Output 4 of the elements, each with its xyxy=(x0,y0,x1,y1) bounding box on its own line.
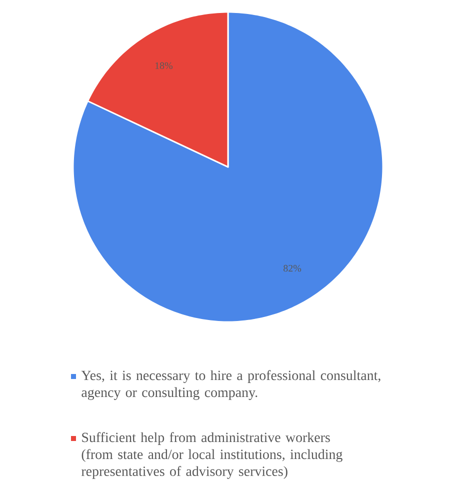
data-label: 82% xyxy=(284,264,302,272)
legend-label: Yes, it is necessary to hire a professional consultant, agency or consulting company. xyxy=(81,370,380,400)
data-label: 18% xyxy=(155,62,173,70)
legend-label: Sufficient help from administrative workers (from state and/or local institutions, including representatives of advisory services) xyxy=(81,432,342,479)
